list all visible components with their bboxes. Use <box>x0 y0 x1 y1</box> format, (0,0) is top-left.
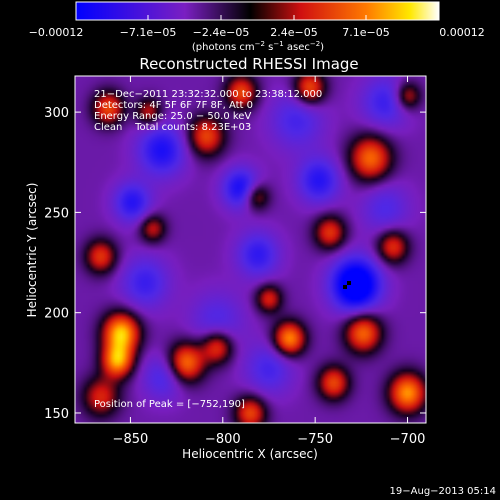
y-tick-label: 200 <box>44 307 69 322</box>
x-tick-labels: −850 −800 −750 −700 <box>113 432 426 447</box>
colorbar-unit-label: (photons cm−2 s−1 asec−2) <box>192 40 324 53</box>
y-axis-label: Heliocentric Y (arcsec) <box>25 183 39 318</box>
colorbar-tick-label: 0.00012 <box>439 26 485 39</box>
annotation-energy-range: Energy Range: 25.0 − 50.0 keV <box>94 111 251 122</box>
colorbar-tick-label: −0.00012 <box>29 26 84 39</box>
y-tick-label: 150 <box>44 407 69 422</box>
colorbar-gradient <box>75 1 440 21</box>
peak-marker <box>347 281 351 285</box>
plot-frame <box>74 75 427 424</box>
plot-timestamp: 19−Aug−2013 05:14 <box>390 486 496 497</box>
annotation-detectors: Detectors: 4F 5F 6F 7F 8F, Att 0 <box>94 100 253 111</box>
colorbar-tick-label: −2.4e−05 <box>193 26 250 39</box>
heatmap-image <box>75 76 426 423</box>
x-tick-label: −850 <box>113 432 149 447</box>
chart-title: Reconstructed RHESSI Image <box>139 55 358 73</box>
y-tick-label: 250 <box>44 206 69 221</box>
annotation-time-range: 21−Dec−2011 23:32:32.000 to 23:38:12.000 <box>94 89 322 100</box>
colorbar-tick-label: 7.1e−05 <box>342 26 389 39</box>
colorbar-ticks <box>75 15 440 20</box>
observation-info: 21−Dec−2011 23:32:32.000 to 23:38:12.000… <box>94 89 322 410</box>
y-tick-label: 300 <box>44 106 69 121</box>
peak-marker <box>343 285 347 289</box>
colorbar-tick-label: 2.4e−05 <box>270 26 317 39</box>
axis-ticks <box>75 76 426 423</box>
colorbar: −0.00012 −7.1e−05 −2.4e−05 2.4e−05 7.1e−… <box>29 1 485 53</box>
x-axis-label: Heliocentric X (arcsec) <box>182 447 318 461</box>
x-tick-label: −750 <box>297 432 333 447</box>
x-tick-label: −800 <box>205 432 241 447</box>
x-tick-label: −700 <box>390 432 426 447</box>
heatmap-raster <box>75 76 426 423</box>
annotation-peak-position: Position of Peak = [−752,190] <box>94 399 245 410</box>
annotation-counts: Clean Total counts: 8.23E+03 <box>94 122 251 133</box>
colorbar-tick-label: −7.1e−05 <box>120 26 177 39</box>
y-tick-labels: 150 200 250 300 <box>44 106 69 422</box>
